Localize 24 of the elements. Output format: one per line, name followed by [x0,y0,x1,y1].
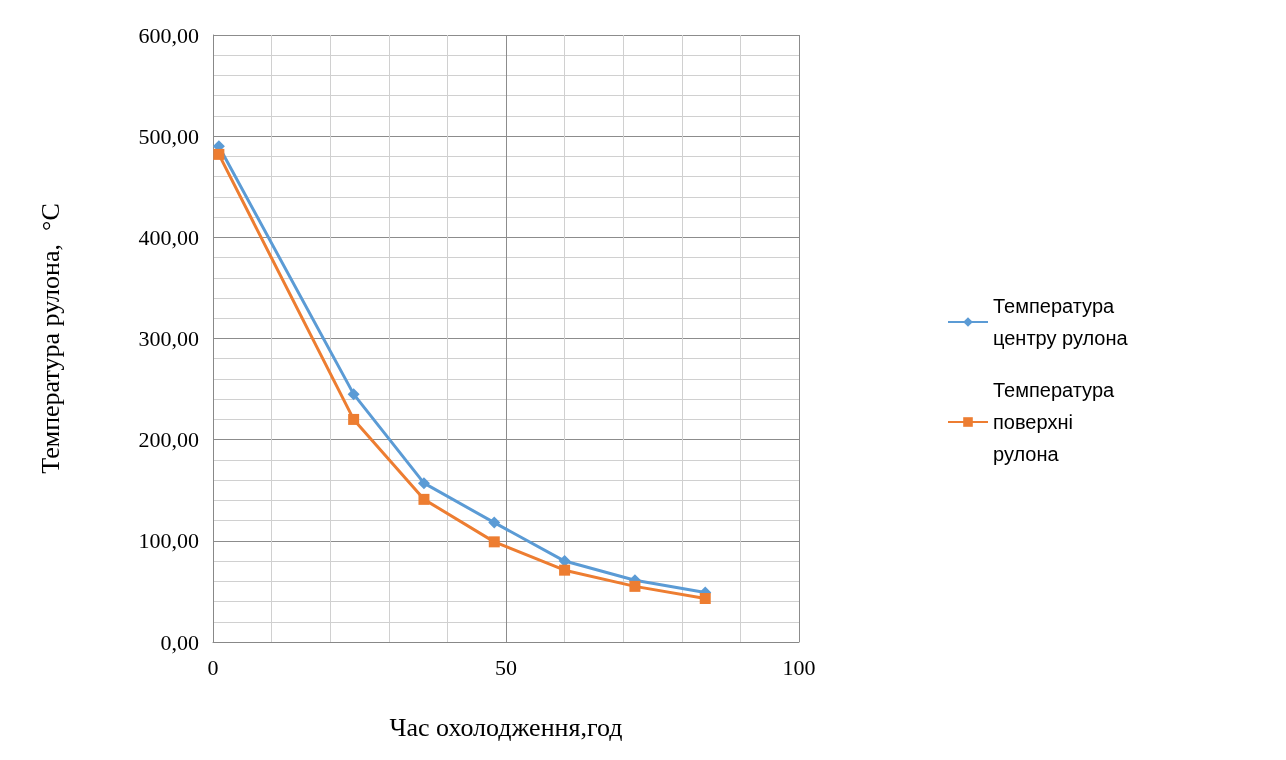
point [559,564,571,576]
x-tick-label: 50 [495,654,517,680]
y-tick-label: 300,00 [138,326,199,351]
point [348,413,360,425]
legend-label: Температура центру рулона [993,295,1129,349]
point [347,388,360,401]
point [488,516,501,529]
y-tick-label: 200,00 [138,427,199,453]
point [418,493,430,505]
y-tick-label: 100,00 [138,528,199,554]
y-axis-title: Температура рулона, °C [35,203,65,474]
point [629,580,641,592]
x-tick-label: 0 [207,654,219,680]
point [699,593,711,604]
y-tick-label: 400,00 [138,224,199,250]
point [488,536,500,548]
x-axis-title: Час охолодження,год [389,712,623,742]
point [417,477,430,490]
legend-label: Температура поверхні рулона [993,379,1120,465]
y-tick-label: 600,00 [138,22,199,48]
point [213,148,225,160]
y-tick-label: 500,00 [138,123,199,149]
x-tick-label: 100 [782,654,816,680]
y-tick-label: 0,00 [160,629,199,655]
